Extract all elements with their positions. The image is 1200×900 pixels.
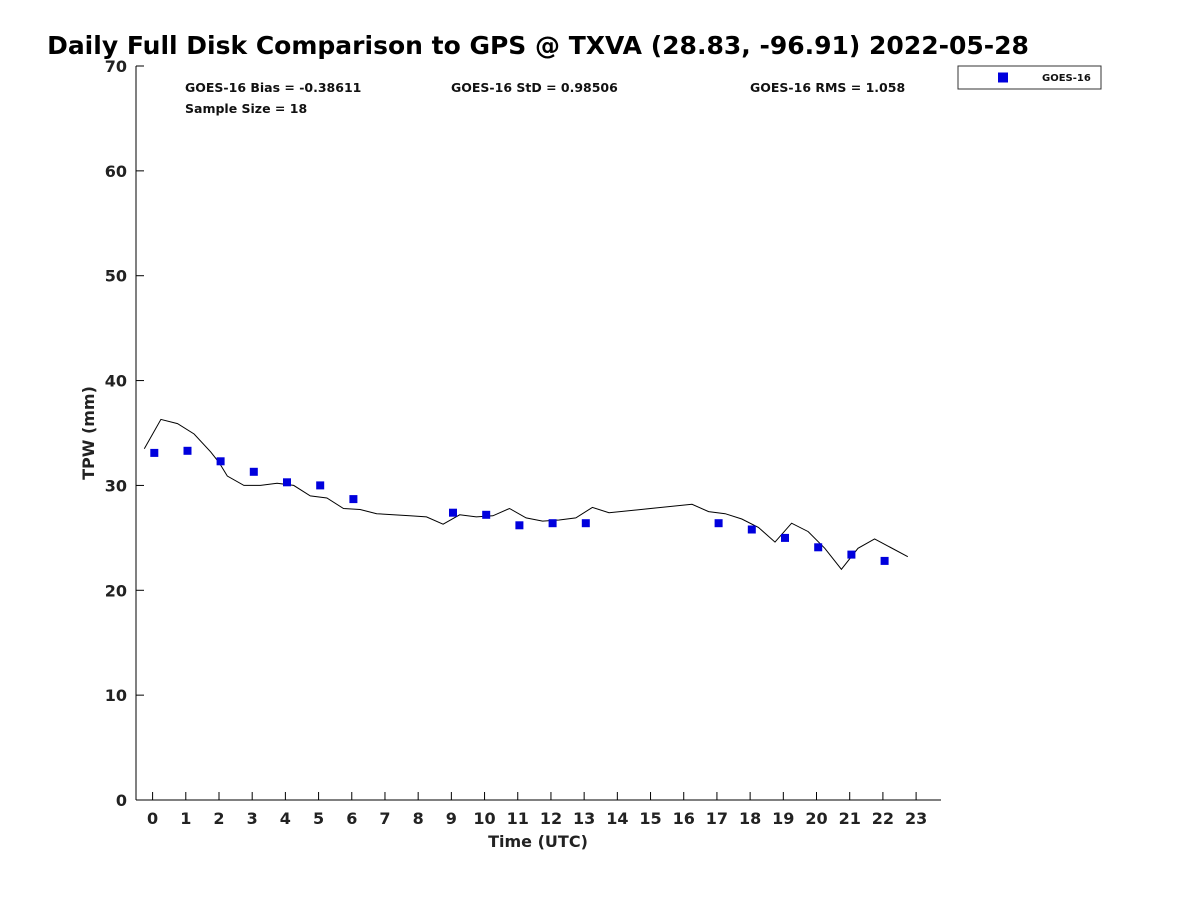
x-tick-label: 15 [639, 809, 661, 828]
chart-title: Daily Full Disk Comparison to GPS @ TXVA… [47, 31, 1029, 60]
legend: GOES-16 [957, 65, 1102, 90]
x-tick-label: 7 [379, 809, 390, 828]
legend-label-goes16: GOES-16 [1042, 73, 1091, 84]
goes16-point [283, 478, 291, 487]
x-tick-label: 0 [147, 809, 158, 828]
y-tick-label: 50 [105, 267, 127, 286]
x-tick-label: 17 [706, 809, 728, 828]
legend-box [957, 65, 1102, 90]
y-tick-label: 70 [105, 57, 127, 76]
x-tick-label: 13 [573, 809, 595, 828]
y-axis-label: TPW (mm) [79, 386, 98, 480]
y-tick-label: 20 [105, 581, 127, 600]
goes16-point [747, 525, 756, 534]
x-tick-label: 3 [247, 809, 258, 828]
goes16-point [316, 481, 325, 490]
goes16-point [482, 510, 491, 519]
goes16-series [150, 446, 889, 565]
rms-stat: GOES-16 RMS = 1.058 [750, 80, 905, 95]
x-tick-label: 4 [280, 809, 291, 828]
goes16-point [216, 457, 225, 466]
x-tick-label: 2 [213, 809, 224, 828]
y-ticks: 0 10 20 30 40 50 60 70 [105, 57, 144, 810]
x-tick-label: 10 [473, 809, 495, 828]
x-tick-label: 1 [180, 809, 191, 828]
x-axis-label: Time (UTC) [488, 832, 588, 851]
goes16-point [515, 521, 524, 530]
x-ticks: 0 1 2 3 4 5 6 7 8 9 10 11 12 13 14 15 16 17 18 19 20 21 22 23 [147, 792, 927, 828]
x-tick-label: 8 [413, 809, 424, 828]
goes16-point [349, 495, 358, 504]
goes16-point [847, 550, 856, 559]
x-tick-label: 12 [540, 809, 562, 828]
gps-line [143, 418, 909, 571]
goes16-point [183, 446, 192, 455]
x-tick-label: 23 [905, 809, 927, 828]
x-tick-label: 19 [772, 809, 794, 828]
sample-size-stat: Sample Size = 18 [185, 101, 307, 116]
goes16-point [581, 519, 590, 528]
legend-marker-goes16 [998, 72, 1008, 83]
x-tick-label: 11 [507, 809, 529, 828]
y-tick-label: 0 [116, 791, 127, 810]
x-tick-label: 14 [606, 809, 628, 828]
goes16-point [814, 543, 823, 552]
x-tick-label: 9 [446, 809, 457, 828]
y-tick-label: 60 [105, 162, 127, 181]
plot-area [136, 66, 941, 800]
x-tick-label: 20 [805, 809, 827, 828]
std-stat: GOES-16 StD = 0.98506 [451, 80, 618, 95]
y-tick-label: 10 [105, 686, 127, 705]
goes16-point [449, 508, 457, 517]
goes16-point [880, 556, 889, 565]
goes16-point [781, 533, 789, 542]
x-tick-label: 18 [739, 809, 761, 828]
goes16-point [714, 519, 723, 528]
bias-stat: GOES-16 Bias = -0.38611 [185, 80, 361, 95]
y-tick-label: 40 [105, 372, 127, 391]
goes16-point [249, 467, 258, 476]
goes16-point [150, 448, 159, 457]
x-tick-label: 5 [313, 809, 324, 828]
gps-series [143, 418, 909, 571]
y-tick-label: 30 [105, 476, 127, 495]
x-tick-label: 16 [673, 809, 695, 828]
x-tick-label: 22 [872, 809, 894, 828]
goes16-point [548, 519, 557, 528]
x-tick-label: 6 [346, 809, 357, 828]
x-tick-label: 21 [839, 809, 861, 828]
